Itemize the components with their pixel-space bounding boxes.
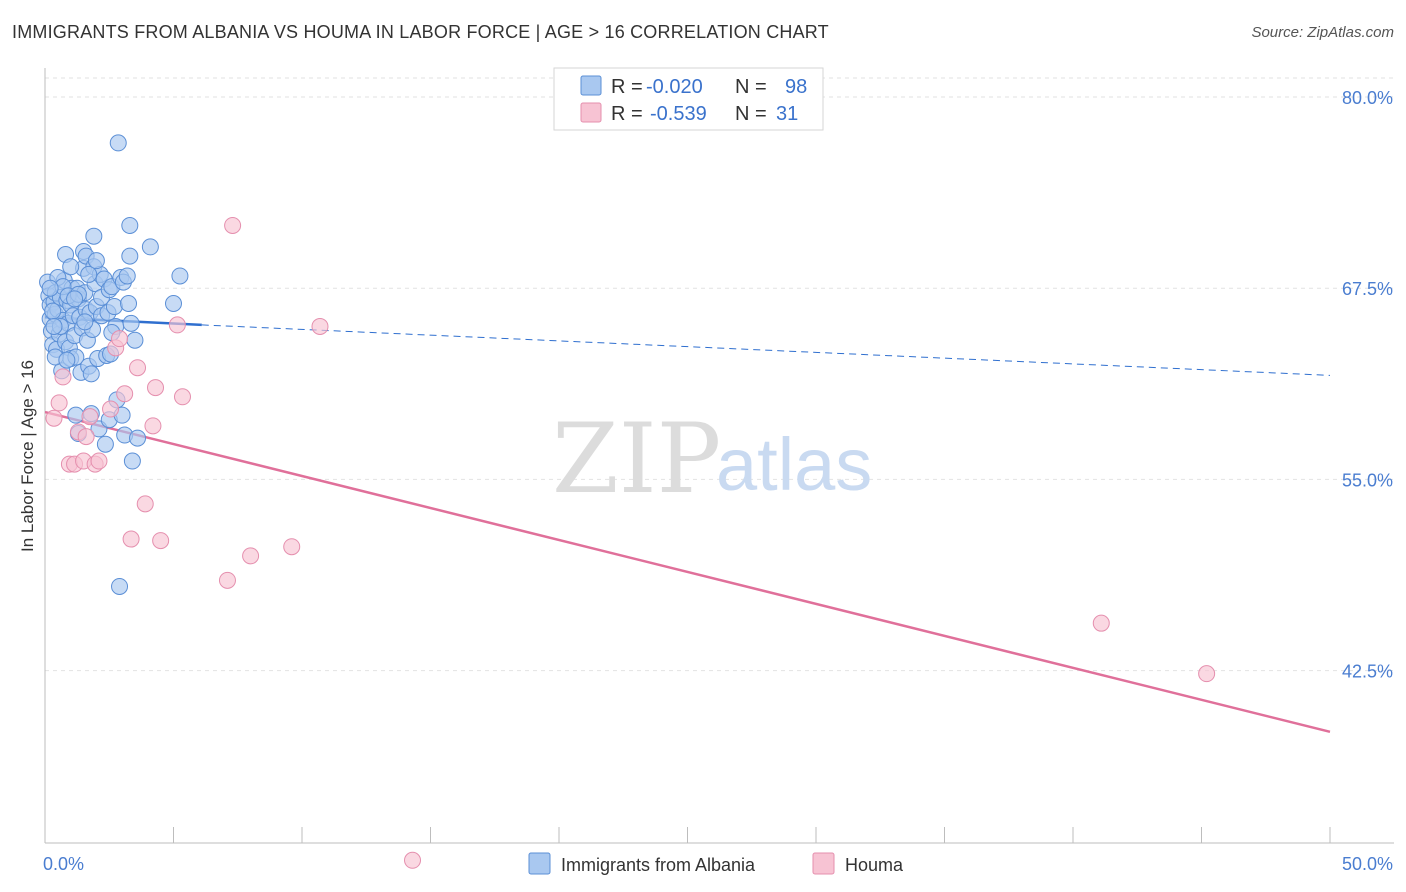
houma-point: [168, 316, 186, 334]
houma-point: [283, 538, 301, 556]
houma-point: [311, 317, 329, 335]
y-tick-label: 42.5%: [1342, 662, 1393, 682]
albania-point: [66, 290, 84, 308]
albania-point: [96, 435, 114, 453]
houma-point: [404, 851, 422, 869]
albania-point: [111, 577, 129, 595]
legend-label-houma: Houma: [845, 855, 904, 875]
albania-point: [165, 294, 182, 312]
houma-point: [111, 330, 129, 348]
points-layer: [39, 134, 1216, 869]
stats-swatch-albania: [580, 75, 602, 96]
albania-point: [82, 365, 100, 383]
stats-r-label-houma: R =: [611, 103, 643, 125]
trend-layer: [44, 316, 1331, 733]
albania-point: [171, 267, 189, 285]
houma-point: [54, 368, 72, 386]
stats-n-label-houma: N =: [735, 103, 767, 125]
watermark: ZIP atlas: [552, 403, 872, 515]
houma-point: [122, 530, 140, 548]
albania-point: [126, 331, 144, 349]
watermark-atlas: atlas: [716, 423, 872, 506]
houma-point: [218, 571, 236, 589]
houma-trend-line: [44, 410, 1331, 733]
albania-point: [118, 267, 136, 285]
houma-point: [224, 216, 242, 234]
houma-point: [129, 359, 147, 377]
stats-legend: R = -0.020 N = 98 R = -0.539 N = 31: [553, 67, 824, 131]
albania-point: [123, 452, 141, 470]
stats-r-value-albania: -0.020: [646, 76, 703, 98]
albania-point: [45, 317, 63, 335]
houma-point: [242, 547, 260, 565]
x-tick-label: 0.0%: [43, 854, 84, 874]
watermark-zip: ZIP: [552, 403, 721, 515]
albania-point: [121, 216, 139, 234]
albania-point: [109, 134, 127, 152]
houma-point: [1092, 614, 1110, 632]
albania-point: [87, 252, 105, 270]
chart-title: IMMIGRANTS FROM ALBANIA VS HOUMA IN LABO…: [12, 22, 829, 42]
houma-point: [173, 388, 191, 406]
albania-point: [120, 294, 138, 312]
houma-point: [116, 385, 134, 403]
houma-point: [102, 400, 120, 418]
y-tick-label: 67.5%: [1342, 279, 1393, 299]
stats-swatch-houma: [580, 102, 602, 123]
albania-point: [44, 302, 62, 320]
houma-point: [147, 379, 165, 397]
houma-point: [90, 452, 108, 470]
albania-point: [67, 406, 85, 424]
houma-point: [152, 532, 170, 550]
houma-point: [77, 428, 95, 446]
houma-point: [144, 417, 162, 435]
stats-r-value-houma: -0.539: [650, 103, 707, 125]
source-note: Source: ZipAtlas.com: [1251, 24, 1394, 41]
legend-label-albania: Immigrants from Albania: [561, 855, 756, 875]
grid-layer: [45, 77, 1394, 672]
axes-layer: 80.0% 67.5% 55.0% 42.5% 0.0% 50.0%: [43, 68, 1394, 874]
albania-point: [129, 429, 147, 447]
albania-point: [85, 227, 103, 245]
albania-point: [41, 279, 59, 297]
albania-point: [80, 265, 98, 283]
houma-point: [45, 409, 63, 427]
albania-point: [62, 258, 80, 276]
albania-point: [122, 314, 140, 332]
albania-point: [121, 247, 139, 265]
albania-point: [141, 238, 159, 256]
legend-swatch-houma: [812, 852, 835, 875]
houma-point: [1198, 665, 1216, 683]
houma-point: [50, 394, 68, 412]
albania-point: [105, 298, 123, 316]
houma-point: [81, 408, 99, 426]
y-tick-label: 55.0%: [1342, 470, 1393, 490]
stats-n-value-albania: 98: [785, 76, 807, 98]
legend-swatch-albania: [528, 852, 551, 875]
houma-point: [136, 495, 154, 513]
albania-point: [58, 351, 76, 369]
y-tick-label: 80.0%: [1342, 88, 1393, 108]
y-axis-label: In Labor Force | Age > 16: [18, 360, 37, 552]
stats-r-label-albania: R =: [611, 76, 643, 98]
series-legend: Immigrants from Albania Houma: [528, 852, 904, 875]
albania-trend-extension: [201, 324, 1331, 376]
x-tick-label: 50.0%: [1342, 854, 1393, 874]
albania-point: [76, 313, 94, 331]
stats-n-value-houma: 31: [776, 103, 798, 125]
stats-n-label-albania: N =: [735, 76, 767, 98]
